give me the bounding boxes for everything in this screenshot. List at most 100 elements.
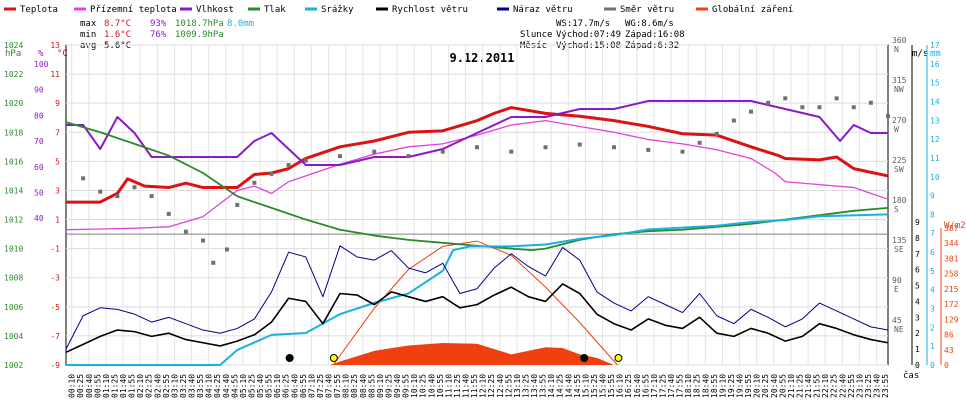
tick-hpa: 1016 (4, 157, 23, 166)
tick-time: 23:25 (864, 374, 873, 398)
tick-time: 22:10 (821, 374, 830, 398)
tick-time: 04:40 (222, 374, 231, 398)
series-gust-line (65, 245, 889, 350)
tick-mm: 2 (930, 323, 935, 332)
tick-mm: 15 (930, 79, 940, 88)
series-press-line (65, 121, 889, 251)
tick-pct: 100 (34, 60, 49, 69)
tick-dir-name: S (894, 205, 899, 214)
tick-pct: 60 (34, 163, 44, 172)
series-dir-point (612, 145, 616, 150)
tick-wm2: 0 (944, 361, 949, 370)
stats-avg-temp: 5.6°C (104, 41, 131, 51)
stats-block: max 8.7°C 93% 1018.7hPa 8.0mm min 1.6°C … (80, 19, 254, 51)
series-temp-line (66, 106, 889, 204)
tick-wm2: 43 (944, 346, 954, 355)
tick-pct: 80 (34, 111, 44, 120)
tick-time: 08:10 (342, 374, 351, 398)
tick-hpa: 1010 (4, 245, 23, 254)
info-moon-label: Měsíc (520, 41, 547, 51)
series-dir-point (868, 100, 873, 105)
series-dir-point (252, 180, 257, 185)
tick-mm: 10 (930, 173, 940, 182)
marker-sunset (614, 354, 623, 362)
legend-rychlost-vetru: Rychlost větru (392, 5, 468, 15)
series-dir-point (440, 149, 445, 154)
legend-globalni-zareni: Globální záření (712, 5, 793, 15)
stats-max-humidity: 93% (150, 19, 167, 29)
tick-time: 01:10 (102, 374, 111, 398)
tick-tempc: -1 (50, 245, 60, 254)
tick-time: 14:25 (556, 374, 565, 398)
series-dir-point (714, 131, 719, 136)
tick-time: 05:10 (239, 374, 248, 398)
tick-hpa: 1018 (4, 128, 23, 137)
tick-time: 19:55 (744, 374, 753, 398)
series-dir-point (680, 149, 685, 154)
tick-time: 19:40 (736, 374, 745, 398)
tick-ms: 0 (915, 361, 920, 370)
stats-max-temp: 8.7°C (104, 19, 131, 29)
tick-time: 19:10 (718, 374, 727, 398)
tick-time: 10:10 (410, 374, 419, 398)
tick-time: 04:25 (213, 374, 222, 398)
series-dir-point (224, 247, 229, 252)
legend-smer-vetru: Směr větru (620, 5, 674, 15)
tick-ms: 4 (915, 297, 920, 306)
series-dir-point (577, 142, 582, 147)
tick-dir-name: SE (894, 245, 904, 254)
axes-right: 360N315NW270W225SW180S135SE90E45NE987654… (892, 36, 959, 370)
tick-time: 03:25 (179, 374, 188, 398)
stats-min-pressure: 1009.9hPa (175, 30, 224, 40)
stats-min-humidity: 76% (150, 30, 167, 40)
tick-wm2: 301 (944, 254, 959, 263)
series-rain-line (66, 213, 889, 366)
legend-srazky: Srážky (321, 5, 354, 15)
tick-time: 12:25 (487, 374, 496, 398)
x-axis-label: čas (903, 370, 919, 381)
tick-ms: 1 (915, 345, 920, 354)
legend-row-1: Teplota Přízemní teplota Vlhkost Tlak Sr… (4, 5, 793, 15)
tick-time: 15:10 (581, 374, 590, 398)
series-dir-point (766, 100, 771, 105)
series-dir-point (166, 211, 171, 216)
tick-time: 05:55 (265, 374, 274, 398)
tick-time: 13:40 (530, 374, 539, 398)
tick-time: 09:55 (402, 374, 411, 398)
tick-dir-name: E (894, 285, 899, 294)
tick-time: 19:25 (727, 374, 736, 398)
tick-time: 09:40 (393, 374, 402, 398)
tick-hpa: 1024 (4, 41, 23, 50)
axis-wm2-unit: W/m2 (944, 221, 966, 231)
tick-time: 02:40 (153, 374, 162, 398)
tick-time: 12:10 (479, 374, 488, 398)
tick-wm2: 258 (944, 270, 959, 279)
tick-time: 16:40 (633, 374, 642, 398)
marker-sunrise (329, 354, 338, 362)
series-dir-point (817, 105, 822, 110)
stats-max-pressure: 1018.7hPa (175, 19, 224, 29)
tick-tempc: 9 (55, 99, 60, 108)
time-axis: 00:10 00:25 00:40 00:55 01:10 01:25 01:40 01:55… (68, 374, 890, 398)
tick-tempc: -7 (50, 332, 60, 341)
series-dir-point (886, 114, 890, 119)
info-moonrise: Východ:15:08 (556, 41, 621, 51)
series-dir-point (543, 145, 548, 150)
marker-moonset (285, 354, 294, 362)
tick-mm: 1 (930, 342, 935, 351)
tick-time: 14:40 (564, 374, 573, 398)
tick-wm2: 344 (944, 239, 959, 248)
tick-hpa: 1012 (4, 216, 23, 225)
tick-time: 20:55 (778, 374, 787, 398)
series-dir-point (800, 105, 805, 110)
tick-hpa: 1022 (4, 70, 23, 79)
tick-time: 01:40 (119, 374, 128, 398)
tick-time: 09:25 (384, 374, 393, 398)
series-dir-point (132, 185, 137, 190)
series-dir-point (81, 176, 86, 181)
tick-dir-name: NE (894, 325, 904, 334)
tick-time: 22:55 (847, 374, 856, 398)
tick-time: 17:40 (667, 374, 676, 398)
tick-dir-deg: 225 (892, 156, 907, 165)
grid (66, 44, 888, 366)
